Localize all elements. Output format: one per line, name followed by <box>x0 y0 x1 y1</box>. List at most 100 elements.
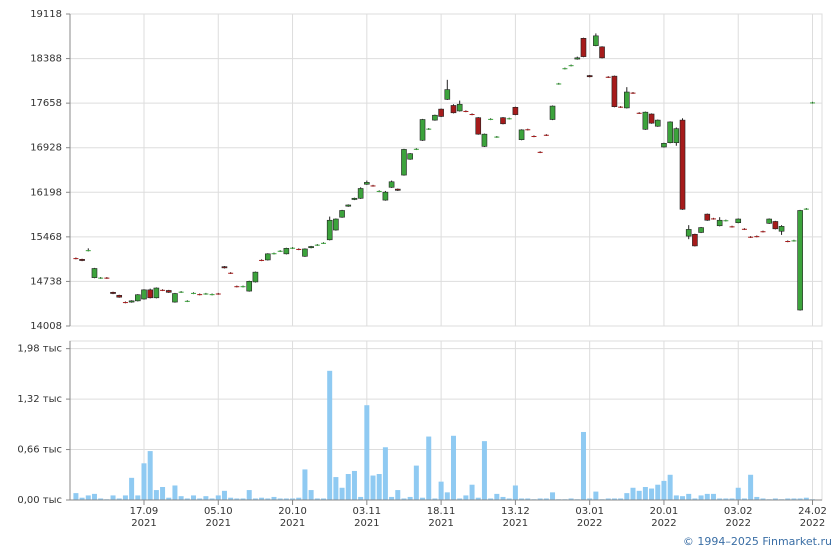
volume-bar <box>184 498 190 500</box>
candle-body <box>574 57 581 60</box>
x-tick-label: 05.10 2021 <box>203 506 233 529</box>
candle-body <box>723 220 729 222</box>
volume-bar <box>203 496 209 500</box>
candle-body <box>741 228 747 230</box>
candle-body <box>785 241 791 243</box>
panel <box>69 340 823 501</box>
volume-bar <box>525 498 531 500</box>
y-tick-label: 0,66 тыс <box>17 445 62 456</box>
volume-bar <box>500 496 506 500</box>
volume-bar <box>550 492 556 500</box>
volume-bar <box>636 490 642 500</box>
volume-bar <box>147 451 153 500</box>
volume-bar <box>277 498 283 500</box>
volume-bar <box>91 493 97 500</box>
y-tick-label: 18388 <box>30 54 62 65</box>
volume-bar <box>680 496 686 500</box>
candle-body <box>240 286 246 288</box>
candle-body <box>326 219 333 241</box>
volume-bar <box>314 498 320 500</box>
volume-bar <box>191 495 197 500</box>
volume-bar <box>735 487 741 500</box>
volume-bar <box>382 447 388 500</box>
y-tick-label: 14008 <box>30 321 62 332</box>
volume-bar <box>803 497 809 500</box>
candle-body <box>364 182 370 185</box>
volume-bar <box>413 465 419 500</box>
volume-bar <box>370 475 376 500</box>
volume-bar <box>228 497 234 500</box>
candle-body <box>673 128 680 144</box>
x-tick-label: 03.11 2021 <box>352 506 382 529</box>
candle-body <box>141 289 147 300</box>
volume-bar <box>122 495 128 500</box>
candle-body <box>481 133 488 147</box>
volume-bar <box>407 496 413 500</box>
candle-body <box>518 129 525 140</box>
volume-bar <box>129 477 135 500</box>
volume-bar <box>611 498 617 500</box>
candle-body <box>512 106 519 115</box>
candle-body <box>661 143 667 148</box>
candle-body <box>438 108 444 117</box>
candle-body <box>797 210 803 311</box>
volume-bar <box>630 487 636 500</box>
candle-body <box>419 119 426 141</box>
candle-body <box>203 293 209 295</box>
candle-body <box>413 148 419 150</box>
candle-body <box>426 128 432 130</box>
candle-body <box>376 190 382 192</box>
volume-bar <box>692 498 698 500</box>
candle-body <box>221 266 228 269</box>
candle-body <box>252 271 259 283</box>
candle-body <box>160 289 166 291</box>
candle-body <box>388 181 395 188</box>
candle-body <box>246 281 253 292</box>
candle-body <box>810 102 816 104</box>
y-tick-label: 16928 <box>30 143 62 154</box>
volume-bar <box>141 463 147 500</box>
candle-body <box>760 231 766 233</box>
volume-bar <box>221 490 227 500</box>
volume-bar <box>153 490 159 500</box>
candle-body <box>636 112 642 114</box>
volume-bar <box>426 436 432 500</box>
y-tick-label: 14738 <box>30 276 62 287</box>
volume-bar <box>450 435 456 500</box>
volume-bar <box>283 498 289 500</box>
x-tick-label: 03.01 2022 <box>575 506 604 529</box>
y-tick-label: 1,98 тыс <box>17 344 62 355</box>
candle-body <box>469 114 475 116</box>
volume-bar <box>240 498 246 500</box>
volume-bar <box>438 481 444 500</box>
volume-bar <box>748 474 754 500</box>
candle-body <box>85 250 91 252</box>
volume-bar <box>432 498 438 500</box>
candle-body <box>803 208 809 210</box>
candle-body <box>735 218 742 223</box>
candle-body <box>394 188 401 191</box>
volume-bar <box>469 484 475 500</box>
volume-bar <box>506 498 512 500</box>
candle-body <box>302 248 308 257</box>
x-tick-label: 20.10 2021 <box>278 506 307 529</box>
candle-body <box>444 89 451 100</box>
volume-bar <box>543 498 549 500</box>
candle-body <box>209 294 215 296</box>
candle-body <box>667 121 673 144</box>
candle-body <box>766 218 772 224</box>
candle-body <box>648 113 655 124</box>
candle-body <box>321 242 326 244</box>
candle-body <box>791 240 797 242</box>
candle-body <box>748 236 754 238</box>
volume-bar <box>661 480 667 500</box>
volume-bar <box>624 493 630 500</box>
candle-body <box>463 110 469 112</box>
candle-body <box>500 117 506 125</box>
volume-bar <box>358 496 364 500</box>
volume-bar <box>587 498 593 500</box>
volume-bar <box>444 492 450 500</box>
volume-bar <box>79 497 85 500</box>
volume-bar <box>376 474 382 500</box>
